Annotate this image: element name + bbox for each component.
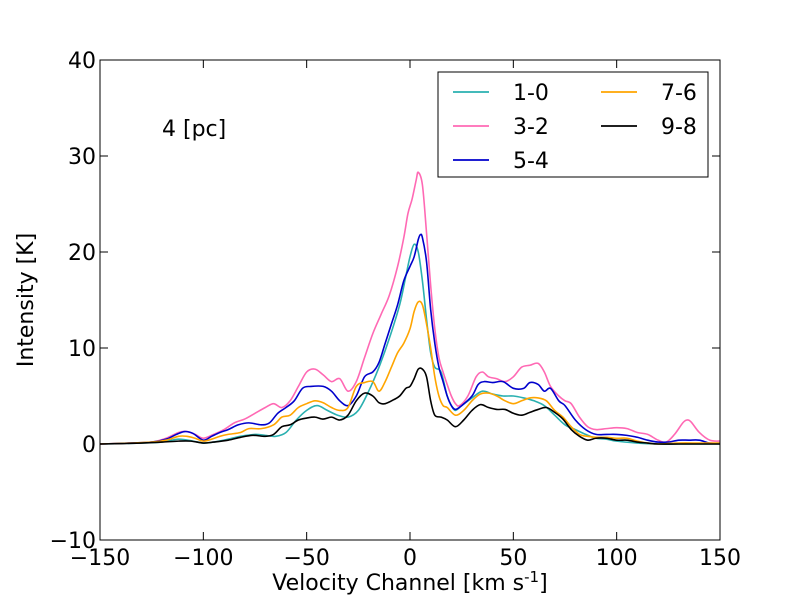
y-tick-label: 40 — [68, 49, 96, 74]
x-tick-label: −50 — [283, 546, 329, 571]
legend-label-9-8: 9-8 — [661, 115, 697, 140]
legend-label-3-2: 3-2 — [513, 115, 549, 140]
series-line-5-4 — [99, 233, 721, 445]
x-axis-label: Velocity Channel [km s-1] — [272, 568, 547, 596]
x-axis-label-text: Velocity Channel [km s — [272, 571, 524, 596]
x-tick-label: −100 — [173, 546, 233, 571]
y-axis-label: Intensity [K] — [14, 233, 39, 367]
plot-curves — [99, 171, 721, 445]
x-tick-label: 150 — [699, 546, 741, 571]
series-line-3-2 — [99, 171, 721, 445]
x-axis-label-end: ] — [539, 571, 548, 596]
series-line-9-8 — [99, 367, 720, 445]
y-tick-label: 10 — [68, 337, 96, 362]
x-tick-label: 50 — [499, 546, 527, 571]
y-tick-label: 0 — [82, 433, 96, 458]
x-tick-label: −150 — [70, 546, 130, 571]
legend-label-1-0: 1-0 — [513, 81, 549, 106]
y-tick-label: 30 — [68, 145, 96, 170]
legend-label-7-6: 7-6 — [661, 81, 697, 106]
legend-label-5-4: 5-4 — [513, 149, 549, 174]
x-axis-label-superscript: -1 — [524, 568, 539, 586]
y-tick-label: 20 — [68, 241, 96, 266]
y-tick-label: −10 — [50, 529, 96, 554]
annotation-label: 4 [pc] — [162, 117, 226, 142]
x-tick-label: 100 — [596, 546, 638, 571]
legend: 1-0 3-2 5-4 7-6 9-8 — [437, 71, 709, 178]
series-line-7-6 — [99, 300, 720, 445]
x-tick-label: 0 — [403, 546, 417, 571]
